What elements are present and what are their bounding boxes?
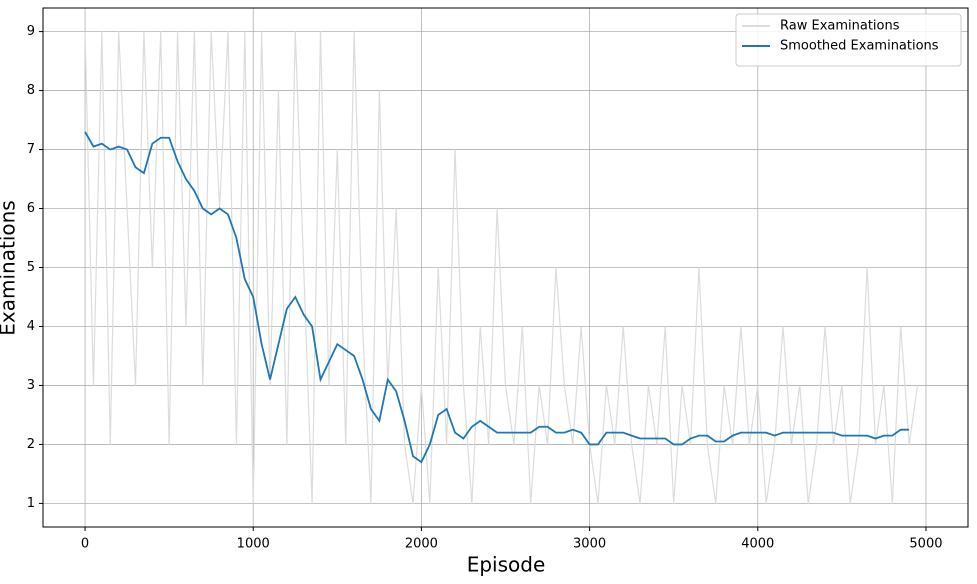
y-tick-label: 6 xyxy=(27,201,35,216)
y-tick-label: 3 xyxy=(27,378,35,393)
data-line xyxy=(84,31,919,504)
y-axis-label: Examinations xyxy=(0,200,20,335)
x-tick-label: 0 xyxy=(81,537,89,552)
plot-frame xyxy=(42,7,969,528)
legend-label: Smoothed Examinations xyxy=(780,39,939,54)
x-tick-label: 2000 xyxy=(405,537,438,552)
y-tick-label: 8 xyxy=(27,83,35,98)
y-tick-label: 5 xyxy=(27,260,35,275)
y-tick-label: 4 xyxy=(27,319,35,334)
x-tick-label: 1000 xyxy=(237,537,270,552)
y-tick-label: 7 xyxy=(27,142,35,157)
x-tick-label: 3000 xyxy=(573,537,606,552)
x-tick-label: 5000 xyxy=(909,537,942,552)
data-line xyxy=(84,131,910,464)
y-tick-label: 9 xyxy=(27,24,35,39)
legend-label: Raw Examinations xyxy=(780,19,900,34)
y-tick-label: 1 xyxy=(27,496,35,511)
x-tick-label: 4000 xyxy=(741,537,774,552)
legend-box xyxy=(735,13,962,67)
y-tick-label: 2 xyxy=(27,437,35,452)
x-axis-label: Episode xyxy=(467,553,546,577)
